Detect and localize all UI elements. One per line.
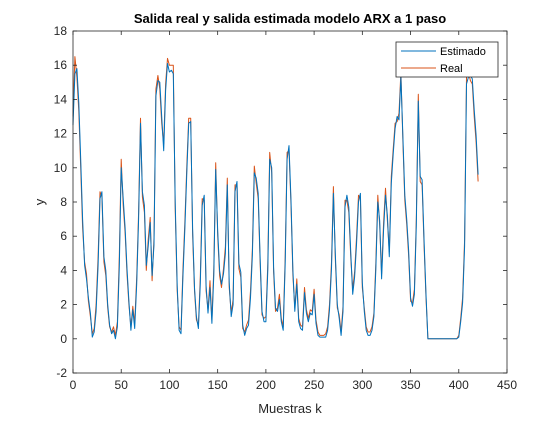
x-tick-label: 250: [304, 378, 324, 392]
x-tick-label: 100: [159, 378, 179, 392]
series-line-estimado: [72, 63, 479, 340]
y-tick-label: 0: [60, 332, 67, 346]
legend-label-real: Real: [440, 63, 463, 75]
y-tick-label: -2: [56, 366, 67, 380]
y-tick-label: 18: [54, 24, 68, 38]
x-tick-label: 350: [401, 378, 421, 392]
y-tick-label: 6: [60, 229, 67, 243]
x-tick-label: 200: [256, 378, 276, 392]
y-tick-label: 2: [60, 298, 67, 312]
x-tick-label: 400: [449, 378, 469, 392]
legend-box: [395, 41, 499, 78]
x-tick-label: 300: [352, 378, 372, 392]
y-axis-label: y: [32, 198, 47, 205]
series-layer: [72, 56, 479, 340]
series-line-real: [72, 56, 479, 340]
legend[interactable]: Estimado Real: [395, 41, 499, 78]
x-tick-label: 50: [115, 378, 129, 392]
y-tick-label: 4: [60, 263, 67, 277]
x-tick-label: 150: [208, 378, 228, 392]
x-ticks: 0 50 100 150 200 250 300 350 400 450: [70, 31, 517, 392]
x-axis-label: Muestras k: [258, 401, 322, 416]
chart-title: Salida real y salida estimada modelo ARX…: [134, 11, 446, 26]
plot-area: [73, 31, 507, 373]
x-tick-label: 450: [497, 378, 517, 392]
y-tick-label: 10: [54, 161, 68, 175]
y-ticks: -2 0 2 4 6 8 10 12 14 16 18: [54, 24, 507, 380]
y-tick-label: 14: [54, 92, 68, 106]
y-tick-label: 8: [60, 195, 67, 209]
x-tick-label: 0: [70, 378, 77, 392]
y-tick-label: 12: [54, 127, 68, 141]
y-tick-label: 16: [54, 58, 68, 72]
legend-label-estimado: Estimado: [440, 46, 486, 58]
